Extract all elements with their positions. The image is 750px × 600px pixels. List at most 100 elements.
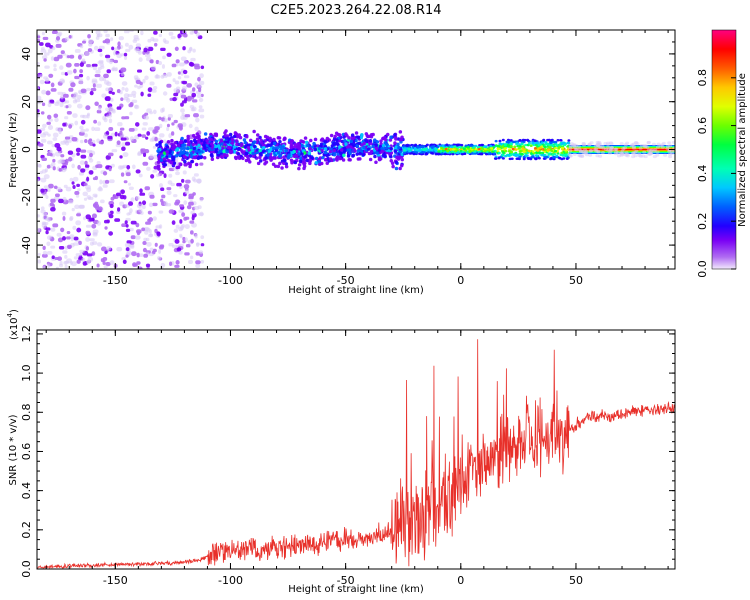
spectrogram-cell — [80, 88, 87, 93]
spectrogram-cell — [121, 146, 126, 151]
spectrogram-cell — [68, 35, 72, 39]
spectrogram-cell — [134, 104, 140, 110]
spectrogram-cell — [82, 191, 88, 197]
spectrogram-cell — [107, 135, 113, 140]
spectrogram-cell — [333, 134, 337, 139]
spectrogram-cell — [138, 57, 143, 62]
spectrogram-cell — [99, 76, 104, 82]
spectrogram-cell — [402, 145, 406, 148]
spectrogram-cell — [421, 148, 425, 151]
spectrogram-cell — [568, 146, 573, 150]
spectrogram-cell — [395, 155, 399, 160]
spectrogram-cell — [324, 140, 328, 144]
spectrogram-cell — [129, 111, 133, 116]
spectrogram-cell — [49, 202, 54, 207]
spectrogram-cell — [131, 251, 137, 257]
spectrogram-cell — [278, 154, 282, 158]
spectrogram-cell — [82, 40, 86, 44]
spectrogram-cell — [72, 113, 78, 118]
x-tick-label: -50 — [337, 574, 355, 587]
spectrogram-cell — [116, 210, 121, 214]
spectrogram-cell — [145, 53, 151, 58]
spectrogram-cell — [190, 57, 196, 62]
spectrogram-cell — [266, 153, 270, 157]
spectrogram-cell — [89, 217, 95, 222]
spectrogram-cell — [388, 152, 392, 156]
spectrogram-cell — [75, 253, 82, 257]
spectrogram-cell — [56, 146, 62, 152]
spectrogram-cell — [199, 162, 204, 166]
spectrogram-cell — [102, 171, 108, 176]
spectrogram-cell — [180, 108, 185, 113]
spectrogram-cell — [284, 148, 288, 153]
spectrogram-cell — [487, 152, 491, 155]
spectrogram-cell — [317, 159, 321, 164]
spectrogram-cell — [142, 161, 149, 166]
spectrogram-cell — [368, 141, 373, 145]
spectrogram-cell — [189, 154, 193, 159]
spectrogram-cell — [494, 155, 498, 158]
spectrogram-cell — [141, 127, 147, 131]
spectrogram-cell — [197, 143, 201, 148]
spectrogram-cell — [142, 122, 148, 126]
spectrogram-cell — [309, 138, 313, 143]
snr-x-ticks: -150 -100 -50 0 50 — [45, 330, 669, 587]
spectrogram-cell — [346, 154, 351, 158]
colorbar-tick-label: 0.2 — [696, 212, 709, 230]
spectrogram-cell — [95, 30, 101, 35]
spectrogram-cell — [142, 247, 147, 253]
spectrogram-cell — [182, 80, 188, 85]
spectrogram-cell — [538, 146, 542, 150]
spectrogram-cell — [319, 142, 324, 146]
spectrogram-cell — [78, 240, 82, 245]
spectrogram-cell — [203, 146, 207, 150]
spectrogram-cell — [64, 264, 68, 269]
spectrogram-cell — [375, 151, 379, 155]
spectrogram-cell — [253, 140, 257, 144]
spectrogram-cell — [37, 62, 40, 66]
spectrogram-cell — [47, 235, 52, 240]
spectrogram-cell — [242, 138, 247, 142]
spectrogram-cell — [176, 247, 182, 252]
spectrogram-cell — [557, 146, 561, 150]
snr-y-scale-base: (x10 — [9, 317, 20, 340]
spectrogram-cell — [61, 211, 67, 216]
spectrogram-cell — [504, 149, 508, 153]
spectrogram-cell — [303, 136, 308, 140]
spectrogram-cell — [237, 133, 241, 137]
spectrogram-cell — [76, 152, 80, 156]
spectrogram-cell — [124, 116, 130, 120]
spectrogram-cell — [197, 134, 201, 139]
spectrogram-cell — [157, 155, 161, 159]
spectrogram-cell — [480, 147, 484, 150]
spectrogram-cell — [587, 142, 592, 146]
spectrogram-cell — [505, 140, 509, 144]
spectrogram-cell — [37, 129, 42, 134]
spectrogram-cell — [409, 152, 413, 155]
spectrogram-marks — [37, 30, 675, 269]
spectrogram-cell — [321, 155, 325, 160]
spectrogram-cell — [461, 150, 465, 153]
spectrogram-cell — [538, 151, 542, 154]
spectrogram-cell — [194, 65, 201, 70]
spectrogram-cell — [44, 65, 50, 69]
spectrogram-cell — [265, 135, 270, 139]
spectrogram-cell — [239, 143, 244, 148]
spectrogram-cell — [50, 56, 55, 61]
spectrogram-x-axis-label: Height of straight line (km) — [288, 285, 424, 296]
spectrogram-cell — [60, 50, 65, 54]
spectrogram-cell — [80, 149, 87, 153]
spectrogram-cell — [458, 145, 462, 149]
spectrogram-cell — [565, 157, 569, 160]
spectrogram-cell — [209, 137, 213, 142]
spectrogram-cell — [128, 186, 134, 190]
spectrogram-cell — [151, 89, 157, 93]
spectrogram-cell — [477, 148, 481, 151]
spectrogram-cell — [183, 159, 187, 164]
spectrogram-cell — [168, 154, 172, 158]
spectrogram-cell — [460, 143, 464, 147]
spectrogram-cell — [223, 133, 228, 138]
spectrogram-cell — [94, 127, 101, 131]
spectrogram-cell — [150, 174, 155, 179]
spectrogram-cell — [96, 138, 100, 144]
